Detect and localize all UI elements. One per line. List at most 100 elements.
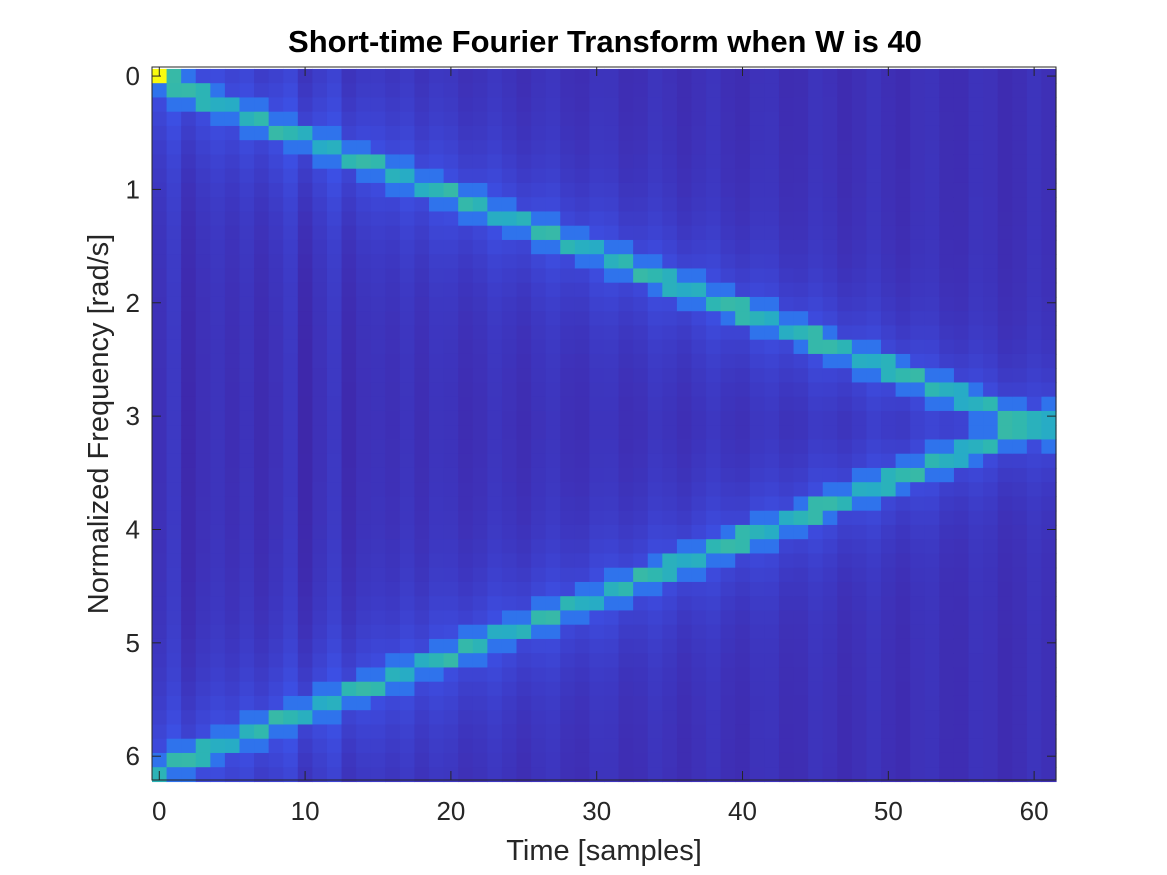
heatmap-cell [487,596,503,612]
heatmap-cell [224,439,241,455]
heatmap-cell [895,453,911,469]
heatmap-cell [166,653,182,669]
heatmap-cell [764,197,780,213]
heatmap-cell [385,239,401,255]
heatmap-cell [749,353,765,369]
heatmap-cell [443,83,459,99]
heatmap-cell [618,211,634,227]
heatmap-cell [910,767,926,783]
heatmap-cell [268,610,284,626]
heatmap-cell [997,83,1013,99]
heatmap-cell [239,581,255,597]
heatmap-cell [531,311,547,327]
heatmap-cell [997,125,1013,141]
heatmap-cell [341,624,357,640]
heatmap-cell [676,111,693,127]
heatmap-cell [210,382,226,398]
heatmap-cell [224,653,241,669]
heatmap-cell [720,282,736,298]
heatmap-cell [604,111,620,127]
heatmap-cell [370,125,386,141]
heatmap-cell [166,239,182,255]
heatmap-cell [1012,581,1028,597]
heatmap-cell [1012,197,1028,213]
heatmap-cell [851,296,868,312]
heatmap-cell [356,325,372,341]
heatmap-cell [720,211,736,227]
heatmap-cell [968,396,984,412]
heatmap-cell [326,767,343,783]
heatmap-cell [166,681,182,697]
heatmap-cell [720,339,736,355]
heatmap-cell [749,524,765,540]
heatmap-cell [443,325,459,341]
heatmap-cell [837,610,853,626]
heatmap-cell [778,83,795,99]
heatmap-cell [924,439,940,455]
heatmap-cell [181,268,197,284]
heatmap-cell [268,182,284,198]
heatmap-cell [676,695,693,711]
heatmap-cell [662,638,678,654]
heatmap-cell [881,168,897,184]
heatmap-cell [326,439,343,455]
heatmap-cell [983,738,999,754]
heatmap-cell [691,496,707,512]
heatmap-cell [735,638,751,654]
heatmap-cell [968,638,984,654]
heatmap-cell [166,638,182,654]
heatmap-cell [924,596,940,612]
heatmap-cell [997,539,1013,555]
heatmap-cell [676,453,693,469]
heatmap-cell [764,453,780,469]
heatmap-cell [618,596,634,612]
heatmap-cell [604,425,620,441]
heatmap-cell [953,410,970,426]
heatmap-cell [516,524,532,540]
heatmap-cell [166,396,182,412]
heatmap-cell [516,182,532,198]
heatmap-cell [983,710,999,726]
heatmap-cell [1012,510,1028,526]
heatmap-cell [749,610,765,626]
heatmap-cell [910,624,926,640]
heatmap-cell [472,410,488,426]
heatmap-cell [356,482,372,498]
heatmap-cell [793,553,809,569]
heatmap-cell [181,482,197,498]
heatmap-cell [1012,111,1028,127]
heatmap-cell [195,482,211,498]
heatmap-cell [181,396,197,412]
heatmap-cell [195,111,211,127]
heatmap-cell [618,396,634,412]
heatmap-cell [283,653,299,669]
heatmap-cell [166,667,182,683]
heatmap-cell [341,339,357,355]
heatmap-cell [268,282,284,298]
heatmap-cell [764,410,780,426]
heatmap-cell [1026,482,1043,498]
heatmap-cell [268,168,284,184]
heatmap-cell [560,182,576,198]
heatmap-cell [341,168,357,184]
heatmap-cell [822,681,838,697]
heatmap-cell [749,738,765,754]
heatmap-cell [1026,211,1043,227]
heatmap-cell [312,710,328,726]
heatmap-cell [647,496,663,512]
heatmap-cell [720,439,736,455]
heatmap-cell [866,738,882,754]
heatmap-cell [268,239,284,255]
heatmap-cell [778,140,795,156]
heatmap-cell [545,624,561,640]
heatmap-cell [326,296,343,312]
heatmap-cell [501,653,518,669]
heatmap-cell [268,738,284,754]
heatmap-cell [808,254,824,270]
heatmap-cell [691,453,707,469]
heatmap-cell [924,353,940,369]
heatmap-cell [822,296,838,312]
heatmap-cell [545,125,561,141]
heatmap-cell [793,254,809,270]
heatmap-cell [837,368,853,384]
